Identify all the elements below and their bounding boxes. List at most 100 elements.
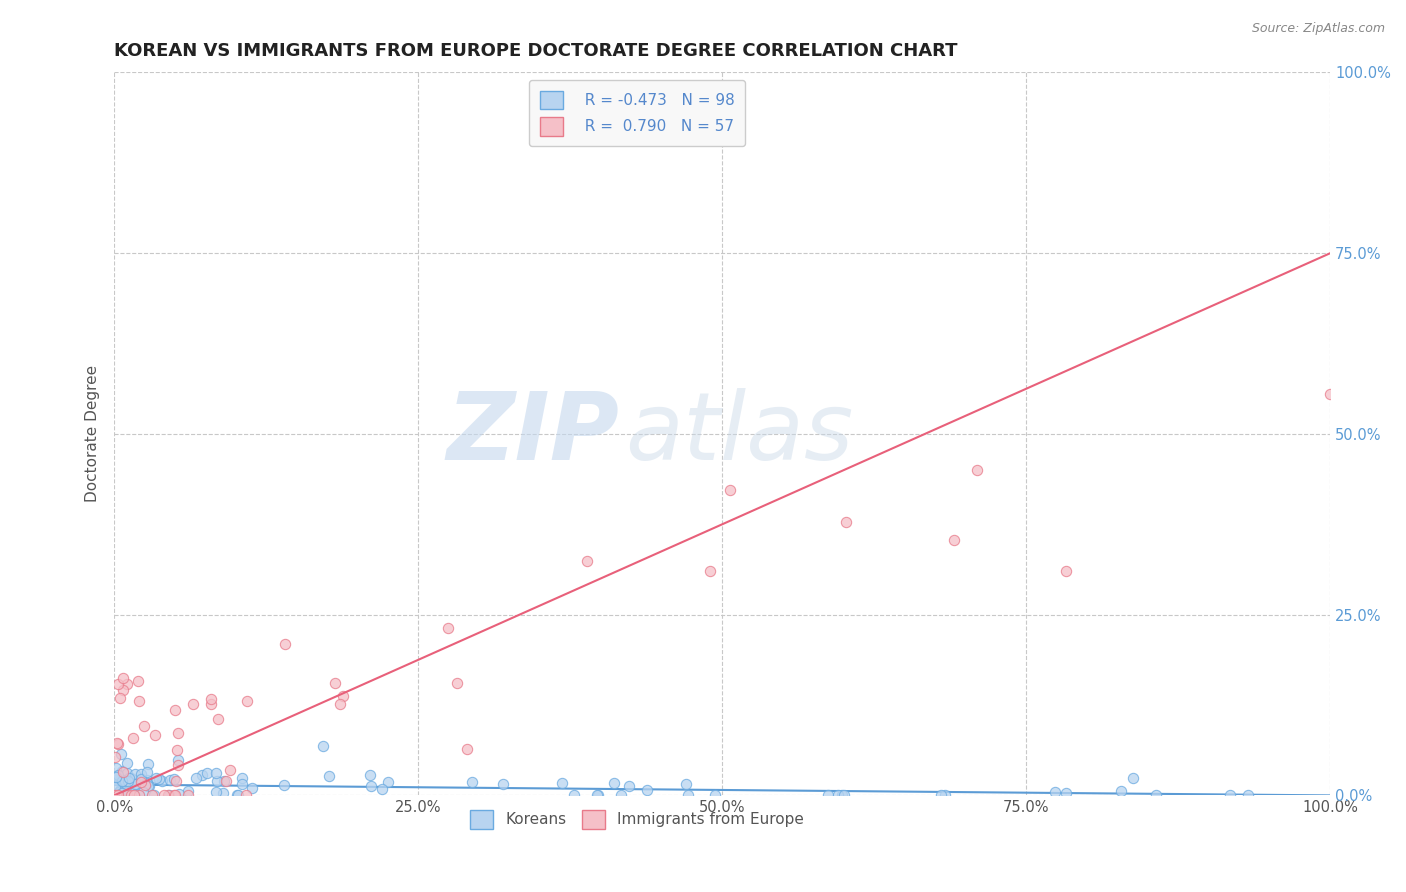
Point	[176, 789, 198, 803]
Point	[273, 637, 295, 651]
Point	[148, 772, 170, 786]
Point	[207, 712, 229, 726]
Point	[329, 697, 352, 711]
Point	[163, 703, 186, 717]
Point	[360, 780, 382, 794]
Point	[134, 778, 156, 792]
Point	[212, 774, 235, 789]
Y-axis label: Doctorate Degree: Doctorate Degree	[86, 366, 100, 502]
Point	[129, 772, 152, 786]
Point	[136, 772, 159, 787]
Point	[104, 788, 127, 802]
Point	[107, 676, 129, 690]
Point	[817, 788, 839, 802]
Point	[200, 692, 222, 706]
Point	[110, 784, 132, 798]
Point	[110, 764, 132, 778]
Point	[115, 756, 138, 771]
Point	[204, 766, 226, 780]
Point	[831, 789, 853, 803]
Point	[551, 776, 574, 790]
Point	[312, 739, 335, 754]
Point	[1054, 786, 1077, 800]
Point	[104, 789, 127, 803]
Point	[159, 773, 181, 788]
Point	[211, 787, 233, 801]
Point	[226, 789, 249, 803]
Point	[166, 742, 188, 756]
Point	[610, 789, 633, 803]
Point	[359, 768, 381, 782]
Point	[129, 774, 152, 789]
Point	[218, 764, 240, 778]
Point	[186, 771, 208, 785]
Point	[205, 773, 228, 788]
Point	[104, 770, 127, 784]
Point	[1054, 565, 1077, 579]
Point	[576, 554, 599, 568]
Point	[143, 728, 166, 742]
Point	[617, 779, 640, 793]
Point	[332, 689, 354, 703]
Point	[942, 533, 965, 547]
Point	[125, 777, 148, 791]
Point	[603, 776, 626, 790]
Point	[117, 765, 139, 780]
Point	[456, 741, 478, 756]
Point	[122, 789, 145, 803]
Point	[929, 789, 952, 803]
Point	[150, 773, 173, 788]
Point	[103, 789, 125, 803]
Point	[181, 698, 204, 712]
Point	[934, 789, 956, 803]
Point	[111, 774, 134, 789]
Point	[240, 781, 263, 796]
Point	[129, 767, 152, 781]
Point	[586, 789, 609, 803]
Point	[492, 777, 515, 791]
Point	[1045, 785, 1067, 799]
Point	[215, 773, 238, 788]
Point	[136, 764, 159, 779]
Point	[138, 779, 160, 793]
Point	[163, 789, 186, 803]
Point	[104, 760, 127, 774]
Point	[156, 789, 179, 803]
Point	[323, 675, 346, 690]
Point	[124, 777, 146, 791]
Point	[704, 789, 727, 803]
Point	[108, 784, 131, 798]
Point	[191, 768, 214, 782]
Point	[142, 789, 165, 803]
Point	[318, 769, 340, 783]
Point	[108, 690, 131, 705]
Point	[832, 789, 855, 803]
Point	[107, 737, 129, 751]
Point	[1319, 387, 1341, 401]
Point	[105, 769, 128, 783]
Point	[1144, 789, 1167, 803]
Point	[110, 773, 132, 788]
Point	[115, 789, 138, 803]
Text: atlas: atlas	[624, 388, 853, 479]
Point	[231, 777, 253, 791]
Point	[105, 735, 128, 749]
Point	[132, 785, 155, 799]
Point	[111, 767, 134, 781]
Point	[120, 784, 142, 798]
Point	[117, 778, 139, 792]
Point	[273, 778, 295, 792]
Point	[111, 765, 134, 780]
Point	[176, 784, 198, 798]
Point	[112, 683, 135, 698]
Point	[110, 782, 132, 797]
Point	[124, 767, 146, 781]
Point	[128, 694, 150, 708]
Point	[370, 781, 392, 796]
Point	[204, 785, 226, 799]
Point	[107, 789, 129, 803]
Point	[131, 772, 153, 786]
Point	[117, 771, 139, 785]
Point	[827, 789, 849, 803]
Point	[136, 779, 159, 793]
